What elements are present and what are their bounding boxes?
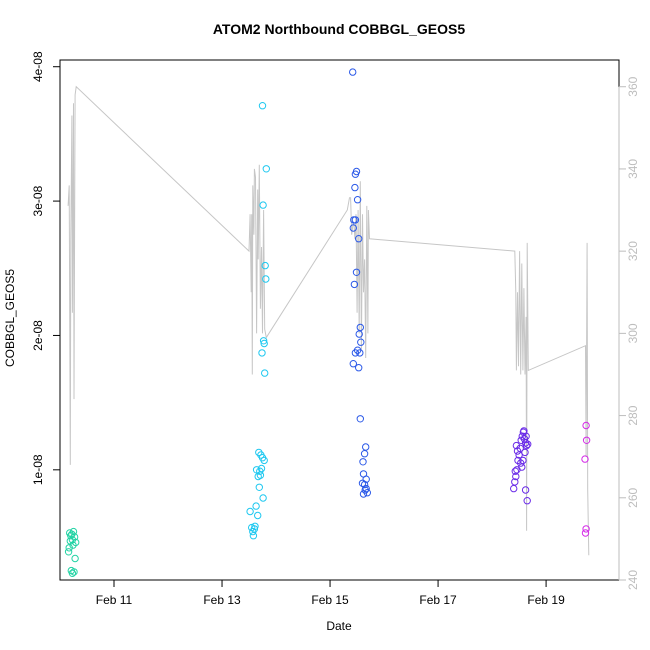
data-point bbox=[260, 456, 268, 465]
data-point bbox=[249, 532, 258, 540]
data-point bbox=[356, 349, 364, 357]
data-point bbox=[255, 483, 263, 491]
series-1 bbox=[64, 527, 80, 577]
data-point bbox=[68, 569, 77, 577]
y2-tick-label: 360 bbox=[626, 76, 640, 96]
y2-tick-label: 300 bbox=[626, 323, 640, 343]
data-point bbox=[349, 68, 357, 76]
data-point bbox=[258, 102, 267, 110]
data-point bbox=[262, 275, 270, 283]
data-point bbox=[262, 165, 270, 173]
chart-title: ATOM2 Northbound COBBGL_GEOS5 bbox=[213, 21, 465, 37]
data-point bbox=[512, 441, 521, 450]
data-point bbox=[363, 489, 371, 497]
data-point bbox=[511, 478, 519, 486]
data-point bbox=[524, 440, 532, 448]
y-axis-right: 240 260 280 300 320 340 360 bbox=[618, 76, 640, 590]
data-point bbox=[70, 568, 78, 576]
data-point bbox=[582, 421, 590, 430]
x-tick-label: Feb 11 bbox=[96, 593, 133, 607]
y2-tick-label: 280 bbox=[626, 405, 640, 425]
y2-tick-label: 260 bbox=[626, 487, 640, 507]
data-point bbox=[520, 427, 528, 435]
y-tick-label: 4e-08 bbox=[31, 51, 45, 82]
data-point bbox=[351, 183, 359, 192]
data-point bbox=[523, 497, 531, 505]
x-tick-label: Feb 19 bbox=[527, 593, 565, 607]
data-point bbox=[349, 224, 357, 232]
data-point bbox=[353, 196, 362, 204]
trace-line bbox=[67, 85, 590, 556]
data-point bbox=[582, 525, 590, 533]
series-5 bbox=[581, 421, 591, 537]
data-point bbox=[356, 323, 364, 332]
data-point bbox=[349, 360, 357, 368]
y-tick-label: 2e-08 bbox=[31, 320, 45, 351]
data-point bbox=[246, 507, 254, 516]
data-point bbox=[254, 511, 262, 520]
y2-tick-label: 240 bbox=[626, 570, 640, 590]
data-point bbox=[259, 337, 268, 345]
data-point bbox=[352, 268, 361, 276]
y-axis-label: COBBGL_GEOS5 bbox=[3, 269, 17, 367]
data-point bbox=[261, 261, 269, 270]
data-point bbox=[355, 364, 363, 372]
data-point bbox=[581, 455, 589, 463]
data-point bbox=[518, 463, 526, 471]
y-tick-label: 1e-08 bbox=[31, 454, 45, 485]
y-axis-left: 1e-08 2e-08 3e-08 4e-08 bbox=[31, 51, 61, 485]
data-point bbox=[581, 529, 590, 537]
data-point bbox=[522, 441, 531, 450]
data-point bbox=[69, 541, 77, 549]
right-axis-trace bbox=[67, 85, 590, 556]
scatter-points bbox=[64, 68, 591, 577]
data-point bbox=[258, 349, 266, 357]
data-point bbox=[69, 527, 78, 536]
data-point bbox=[260, 339, 268, 348]
data-point bbox=[356, 415, 364, 423]
data-point bbox=[362, 484, 370, 493]
data-point bbox=[252, 502, 260, 510]
data-point bbox=[256, 467, 264, 475]
data-point bbox=[360, 450, 369, 458]
data-point bbox=[257, 451, 265, 459]
data-point bbox=[261, 369, 269, 377]
data-point bbox=[350, 280, 359, 289]
plot-frame bbox=[59, 59, 620, 581]
data-point bbox=[358, 479, 367, 487]
data-point bbox=[362, 475, 370, 483]
data-point bbox=[582, 436, 591, 444]
series-4 bbox=[510, 427, 532, 505]
x-axis-label: Date bbox=[326, 619, 352, 633]
data-point bbox=[351, 216, 360, 224]
data-point bbox=[521, 448, 529, 457]
data-point bbox=[355, 330, 363, 338]
data-point bbox=[254, 472, 262, 481]
series-2 bbox=[246, 102, 270, 540]
data-point bbox=[259, 201, 267, 209]
data-point bbox=[521, 486, 530, 494]
x-tick-label: Feb 15 bbox=[311, 593, 349, 607]
y-tick-label: 3e-08 bbox=[31, 185, 45, 216]
x-axis: Feb 11 Feb 13 Feb 15 Feb 17 Feb 19 bbox=[96, 579, 565, 607]
data-point bbox=[259, 494, 267, 502]
y2-tick-label: 340 bbox=[626, 159, 640, 179]
data-point bbox=[64, 548, 73, 556]
data-point bbox=[71, 554, 79, 563]
data-point bbox=[511, 467, 519, 475]
data-point bbox=[357, 338, 365, 346]
data-point bbox=[352, 167, 361, 176]
data-point bbox=[360, 480, 369, 489]
y2-tick-label: 320 bbox=[626, 241, 640, 261]
data-point bbox=[355, 235, 363, 243]
data-point bbox=[250, 525, 259, 533]
series-3 bbox=[349, 68, 371, 498]
data-point bbox=[510, 484, 518, 493]
data-point bbox=[362, 443, 370, 451]
x-tick-label: Feb 17 bbox=[419, 593, 457, 607]
data-point bbox=[513, 447, 522, 455]
data-point bbox=[359, 458, 367, 466]
x-tick-label: Feb 13 bbox=[203, 593, 241, 607]
